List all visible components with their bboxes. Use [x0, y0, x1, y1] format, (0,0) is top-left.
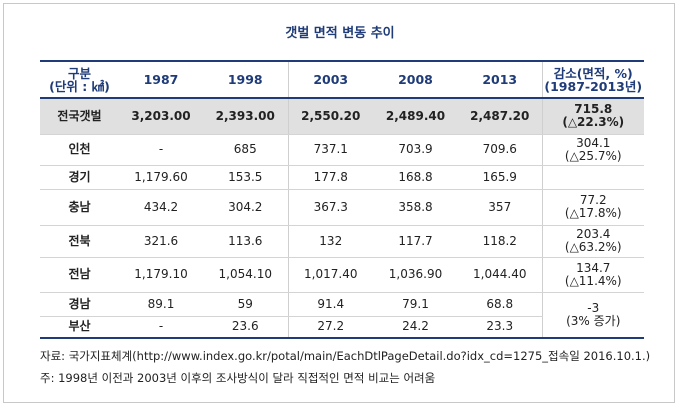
- value-2013: 709.6: [458, 134, 543, 166]
- header-year-2013: 2013: [458, 60, 543, 99]
- header-change-period: (1987-2013년): [544, 78, 643, 94]
- value-1998: 113.6: [203, 225, 289, 258]
- value-2003: 27.2: [288, 316, 373, 339]
- change-cell: [542, 165, 644, 190]
- merged-change-cell: -3 (3% 증가): [542, 292, 644, 339]
- header-year-2003: 2003: [288, 60, 373, 99]
- header-row: 구분 (단위 : ㎢) 1987 1998 2003 2008 2013 감소(…: [40, 60, 644, 99]
- value-2008: 358.8: [373, 189, 458, 226]
- change-value: 134.7: [576, 260, 611, 275]
- table-row-gyeongnam: 경남 89.1 59 91.4 79.1 68.8 -3 (3% 증가): [40, 292, 644, 339]
- table-row-busan: 부산 - 23.6 27.2 24.2 23.3: [40, 316, 644, 339]
- region-cell: 경남: [40, 292, 119, 317]
- table-row-chungnam: 충남 434.2 304.2 367.3 358.8 357 77.2 (△17…: [40, 189, 644, 226]
- region-cell: 경기: [40, 165, 119, 190]
- change-cell: 203.4 (△63.2%): [542, 225, 644, 258]
- change-value: 203.4: [576, 227, 611, 241]
- value-2003: 2,550.20: [288, 98, 373, 135]
- header-year-2008: 2008: [373, 60, 458, 99]
- header-unit-label: (단위 : ㎢): [49, 78, 110, 94]
- table-title: 갯벌 면적 변동 추이: [285, 26, 395, 41]
- value-1998: 2,393.00: [203, 98, 289, 135]
- region-cell: 인천: [40, 134, 119, 166]
- change-value: -3: [587, 300, 600, 315]
- table-row-jeonnam: 전남 1,179.10 1,054.10 1,017.40 1,036.90 1…: [40, 257, 644, 293]
- value-2013: 118.2: [458, 225, 543, 258]
- value-1998: 153.5: [203, 165, 289, 190]
- value-1998: 1,054.10: [203, 257, 289, 293]
- value-1987: 434.2: [119, 189, 203, 226]
- value-2003: 132: [288, 225, 373, 258]
- header-category: 구분 (단위 : ㎢): [40, 60, 119, 99]
- document-frame: [3, 3, 675, 403]
- value-2008: 2,489.40: [373, 98, 458, 135]
- value-2008: 703.9: [373, 134, 458, 166]
- value-2013: 165.9: [458, 165, 543, 190]
- region-cell: 부산: [40, 316, 119, 339]
- value-2013: 357: [458, 189, 543, 226]
- change-percent: (△11.4%): [564, 273, 622, 288]
- value-2008: 1,036.90: [373, 257, 458, 293]
- value-2013: 23.3: [458, 316, 543, 339]
- value-2008: 79.1: [373, 292, 458, 317]
- header-change: 감소(면적, %) (1987-2013년): [542, 60, 644, 99]
- value-2013: 1,044.40: [458, 257, 543, 293]
- value-2008: 24.2: [373, 316, 458, 339]
- change-value: 304.1: [576, 135, 611, 150]
- value-2013: 2,487.20: [458, 98, 543, 135]
- change-percent: (△22.3%): [562, 115, 625, 130]
- change-percent: (△25.7%): [564, 148, 622, 163]
- value-2003: 737.1: [288, 134, 373, 166]
- value-1998: 23.6: [203, 316, 289, 339]
- value-2008: 117.7: [373, 225, 458, 258]
- value-1998: 59: [203, 292, 289, 317]
- change-percent: (△63.2%): [564, 240, 622, 254]
- table-row-jeonbuk: 전북 321.6 113.6 132 117.7 118.2 203.4 (△6…: [40, 225, 644, 258]
- value-1987: 89.1: [119, 292, 203, 317]
- value-2003: 367.3: [288, 189, 373, 226]
- tidal-flat-area-table: 구분 (단위 : ㎢) 1987 1998 2003 2008 2013 감소(…: [40, 60, 644, 339]
- header-category-label: 구분: [67, 65, 91, 81]
- change-cell: 134.7 (△11.4%): [542, 257, 644, 293]
- region-cell: 충남: [40, 189, 119, 226]
- change-percent: (△17.8%): [564, 206, 622, 220]
- region-cell: 전북: [40, 225, 119, 258]
- header-year-1998: 1998: [203, 60, 289, 99]
- value-1998: 304.2: [203, 189, 289, 226]
- table-row-national: 전국갯벌 3,203.00 2,393.00 2,550.20 2,489.40…: [40, 98, 644, 135]
- value-2003: 91.4: [288, 292, 373, 317]
- change-value: 715.8: [574, 102, 613, 117]
- value-1987: -: [119, 316, 203, 339]
- value-2003: 177.8: [288, 165, 373, 190]
- value-2003: 1,017.40: [288, 257, 373, 293]
- source-note: 자료: 국가지표체계(http://www.index.go.kr/potal/…: [40, 349, 651, 363]
- change-cell: 304.1 (△25.7%): [542, 134, 644, 166]
- value-1987: 1,179.10: [119, 257, 203, 293]
- region-cell: 전국갯벌: [40, 98, 119, 135]
- change-cell: 715.8 (△22.3%): [542, 98, 644, 135]
- table-row-gyeonggi: 경기 1,179.60 153.5 177.8 168.8 165.9: [40, 165, 644, 190]
- footnote: 주: 1998년 이전과 2003년 이후의 조사방식이 달라 직접적인 면적 …: [40, 371, 436, 385]
- value-2013: 68.8: [458, 292, 543, 317]
- header-year-1987: 1987: [119, 60, 203, 99]
- value-1987: 3,203.00: [119, 98, 203, 135]
- value-1987: -: [119, 134, 203, 166]
- value-1998: 685: [203, 134, 289, 166]
- value-1987: 1,179.60: [119, 165, 203, 190]
- change-value: 77.2: [579, 193, 607, 207]
- table-row-incheon: 인천 - 685 737.1 703.9 709.6 304.1 (△25.7%…: [40, 134, 644, 166]
- value-1987: 321.6: [119, 225, 203, 258]
- value-2008: 168.8: [373, 165, 458, 190]
- header-change-label: 감소(면적, %): [553, 65, 633, 81]
- region-cell: 전남: [40, 257, 119, 293]
- change-cell: 77.2 (△17.8%): [542, 189, 644, 226]
- change-percent: (3% 증가): [566, 313, 621, 328]
